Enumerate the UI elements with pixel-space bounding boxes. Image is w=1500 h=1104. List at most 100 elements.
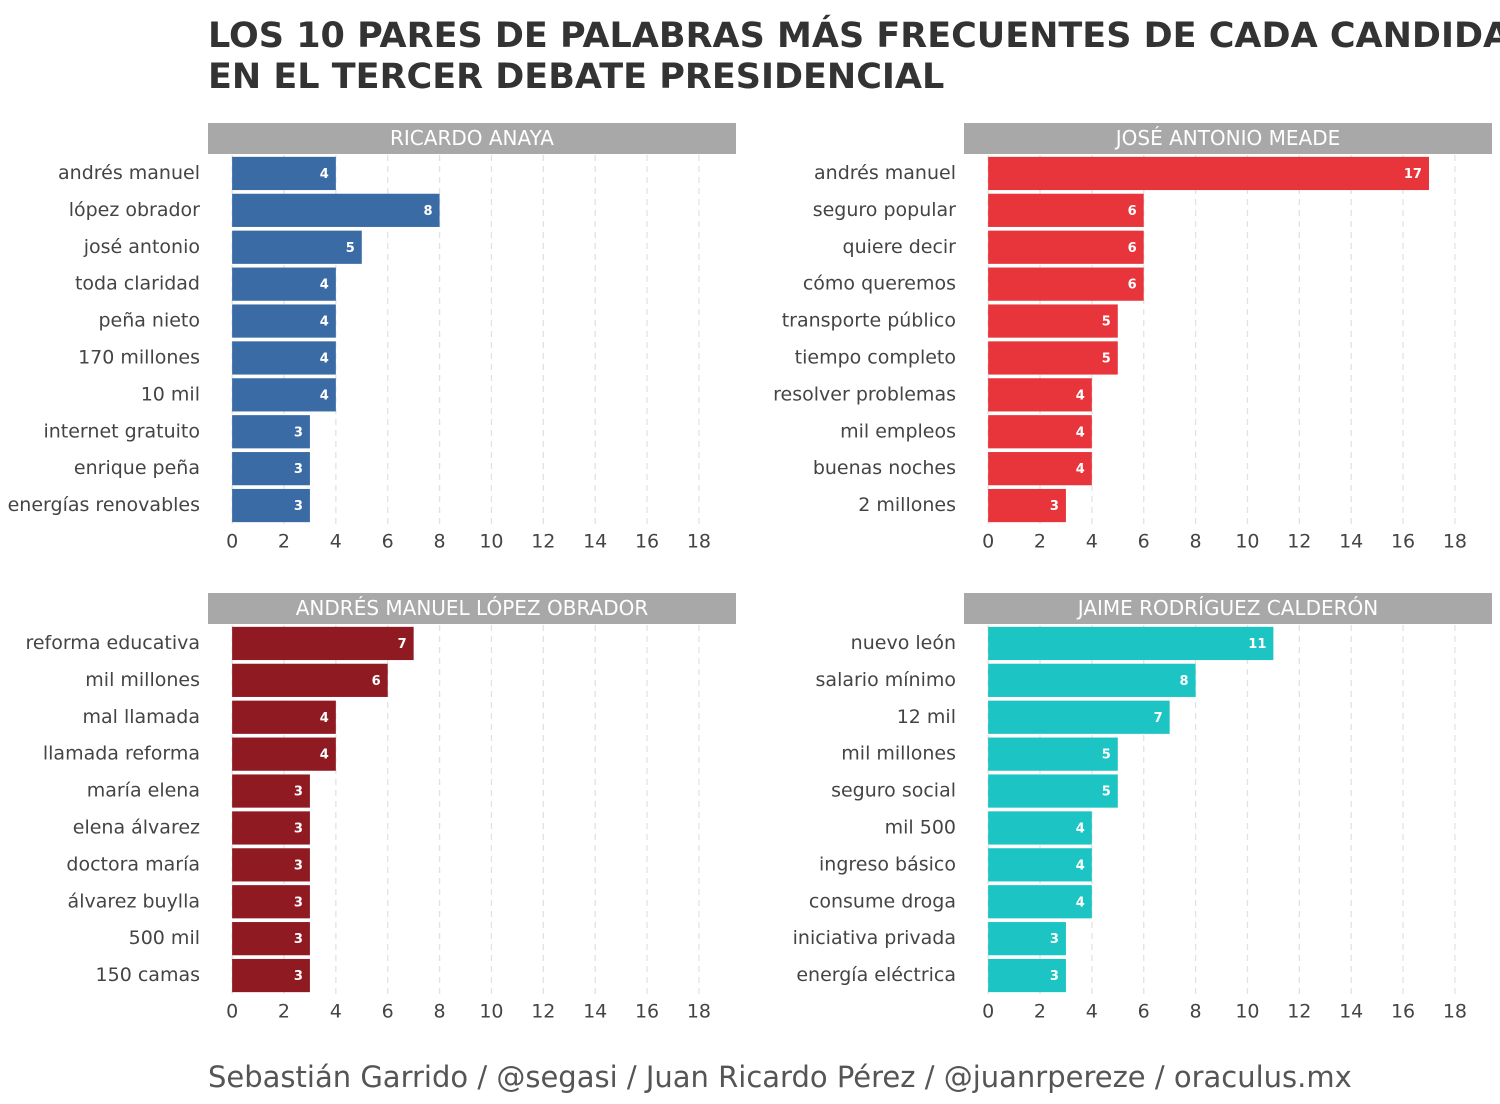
bar (988, 811, 1092, 845)
bar (988, 488, 1066, 523)
bar (232, 488, 310, 523)
bar (988, 378, 1092, 412)
x-tick-label: 4 (1086, 531, 1098, 553)
category-label: enrique peña (74, 457, 200, 479)
value-label: 6 (1128, 241, 1137, 256)
category-label: doctora maría (66, 853, 200, 875)
category-label: salario mínimo (816, 669, 956, 691)
bar (232, 663, 388, 697)
value-label: 3 (1050, 932, 1059, 947)
value-label: 4 (320, 351, 329, 366)
category-label: tiempo completo (795, 346, 956, 368)
strip (208, 123, 736, 154)
category-label: iniciativa privada (793, 927, 956, 949)
category-label: maría elena (87, 780, 200, 802)
value-label: 5 (346, 241, 355, 256)
x-tick-label: 14 (583, 1001, 607, 1023)
x-tick-label: 8 (1190, 1001, 1202, 1023)
value-label: 8 (1180, 674, 1189, 689)
x-tick-label: 0 (226, 531, 238, 553)
x-tick-label: 18 (687, 531, 711, 553)
strip (964, 593, 1492, 624)
bar (988, 267, 1144, 301)
value-label: 4 (1076, 821, 1085, 836)
bar (988, 193, 1144, 227)
category-label: álvarez buylla (68, 890, 200, 912)
value-label: 3 (294, 858, 303, 873)
value-label: 5 (1102, 748, 1111, 763)
value-label: 4 (1076, 388, 1085, 403)
x-tick-label: 12 (1287, 531, 1311, 553)
panel: JAIME RODRÍGUEZ CALDERÓN 0 2 4 6 8 10 12 14 16 18 n… (793, 593, 1492, 1023)
title-line: EN EL TERCER DEBATE PRESIDENCIAL (208, 57, 944, 97)
value-label: 3 (294, 895, 303, 910)
x-tick-label: 12 (531, 531, 555, 553)
value-label: 3 (294, 932, 303, 947)
value-label: 3 (294, 821, 303, 836)
x-tick-label: 4 (1086, 1001, 1098, 1023)
bar (232, 452, 310, 486)
category-label: transporte público (782, 310, 956, 332)
category-label: mal llamada (82, 706, 200, 728)
bar (988, 848, 1092, 882)
x-tick-label: 10 (1235, 531, 1259, 553)
value-label: 8 (424, 204, 433, 219)
strip (964, 123, 1492, 154)
bar (988, 922, 1066, 956)
category-label: elena álvarez (73, 816, 200, 838)
value-label: 7 (1154, 711, 1163, 726)
category-label: 10 mil (141, 383, 200, 405)
category-label: cómo queremos (803, 273, 956, 295)
value-label: 4 (1076, 462, 1085, 477)
x-tick-label: 0 (982, 531, 994, 553)
value-label: 4 (320, 711, 329, 726)
bar (988, 700, 1170, 734)
bar (232, 958, 310, 993)
value-label: 17 (1404, 167, 1422, 182)
category-label: lópez obrador (69, 199, 200, 221)
x-tick-label: 6 (382, 1001, 394, 1023)
category-label: ingreso básico (819, 853, 956, 875)
x-tick-label: 10 (1235, 1001, 1259, 1023)
x-tick-label: 18 (1443, 1001, 1467, 1023)
category-label: 2 millones (858, 494, 956, 516)
x-tick-label: 12 (1287, 1001, 1311, 1023)
strip-title: ANDRÉS MANUEL LÓPEZ OBRADOR (296, 596, 649, 620)
bar (232, 737, 336, 771)
x-tick-label: 8 (1190, 531, 1202, 553)
value-label: 7 (398, 637, 407, 652)
category-label: resolver problemas (773, 383, 956, 405)
strip-title: JAIME RODRÍGUEZ CALDERÓN (1076, 596, 1378, 620)
category-label: nuevo león (851, 632, 956, 654)
x-tick-label: 6 (1138, 531, 1150, 553)
strip (208, 593, 736, 624)
category-label: energías renovables (8, 494, 200, 516)
bar (988, 774, 1118, 808)
bar (232, 774, 310, 808)
bar (988, 885, 1092, 919)
category-label: toda claridad (75, 273, 200, 295)
x-tick-label: 16 (635, 1001, 659, 1023)
panel: ANDRÉS MANUEL LÓPEZ OBRADOR 0 2 4 6 8 10 12 14 16… (25, 593, 736, 1023)
category-label: energía eléctrica (796, 964, 956, 986)
bar (232, 267, 336, 301)
value-label: 3 (294, 499, 303, 514)
x-tick-label: 16 (1391, 1001, 1415, 1023)
x-tick-label: 14 (1339, 531, 1363, 553)
x-tick-label: 16 (635, 531, 659, 553)
x-tick-label: 0 (226, 1001, 238, 1023)
x-tick-label: 6 (1138, 1001, 1150, 1023)
category-label: andrés manuel (58, 162, 200, 184)
x-tick-label: 0 (982, 1001, 994, 1023)
bar (232, 193, 440, 227)
strip-title: JOSÉ ANTONIO MEADE (1114, 126, 1341, 150)
bar (988, 415, 1092, 449)
panel: JOSÉ ANTONIO MEADE 0 2 4 6 8 10 12 14 16 18 andrés … (773, 123, 1492, 553)
x-tick-label: 8 (434, 1001, 446, 1023)
bar (988, 156, 1429, 191)
value-label: 3 (294, 969, 303, 984)
category-label: reforma educativa (25, 632, 200, 654)
value-label: 5 (1102, 315, 1111, 330)
bar (988, 230, 1144, 264)
value-label: 4 (320, 388, 329, 403)
